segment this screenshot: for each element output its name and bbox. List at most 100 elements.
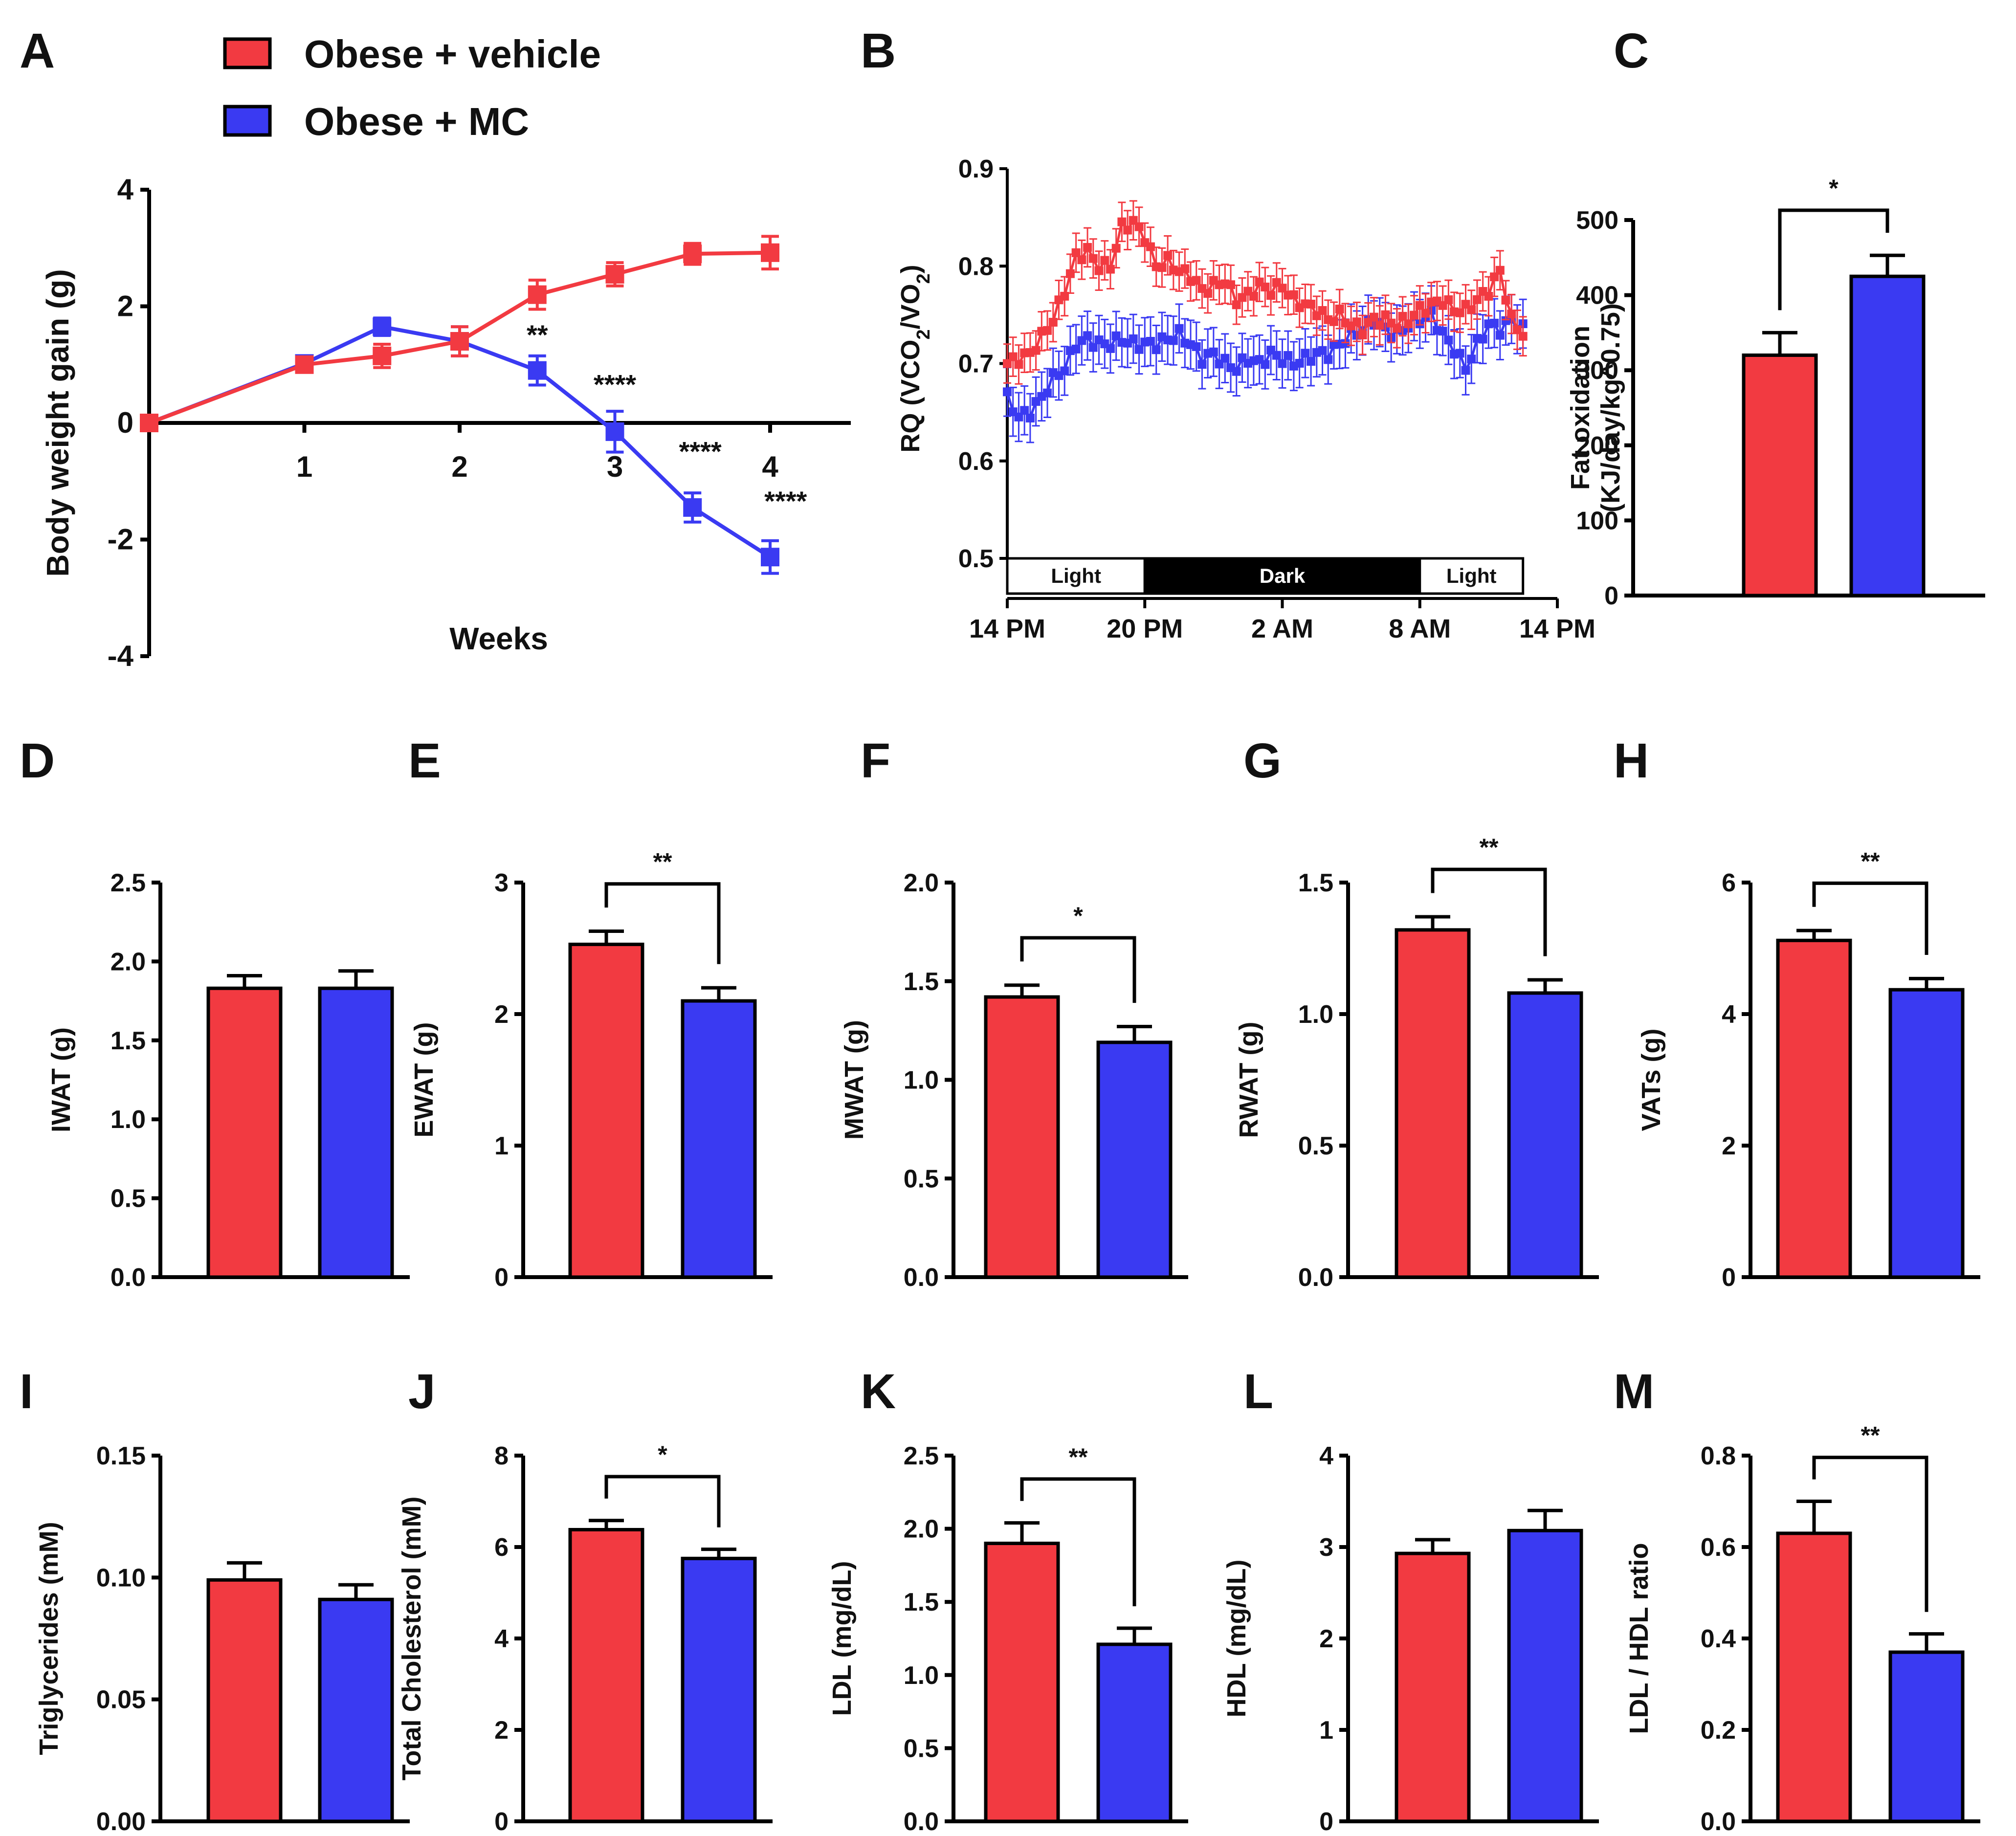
bar-F-vehicle	[984, 995, 1060, 1279]
data-point-B	[1415, 301, 1424, 310]
panel-C: C 0 100 200 300 400 500 Fat oxidation (KJ/day/kg…	[1566, 23, 1985, 610]
data-point-B	[1324, 355, 1333, 364]
y-axis-label-C: Fat oxidation	[1566, 326, 1595, 490]
x-tick-label-B: 14 PM	[969, 614, 1045, 643]
y-tick-label-B: 0.6	[958, 447, 994, 476]
bar-L-vehicle	[1395, 1551, 1471, 1823]
significance-M: **	[1861, 1422, 1880, 1449]
data-point-B	[1410, 310, 1419, 320]
data-point-B	[1071, 248, 1081, 257]
panel-label-D: D	[20, 733, 55, 788]
panel-label-G: G	[1243, 733, 1282, 788]
panel-label-I: I	[20, 1364, 33, 1419]
data-point-B	[1375, 321, 1384, 330]
data-point-B	[1134, 345, 1144, 354]
y-axis-label-K: LDL (mg/dL)	[827, 1561, 857, 1716]
data-point-B	[1163, 251, 1173, 260]
legend-item-vehicle: Obese + vehicle	[223, 32, 601, 76]
y-tick-label-J: 0	[494, 1808, 509, 1836]
data-point-B	[1083, 331, 1092, 340]
y-axis-label-M: LDL / HDL ratio	[1624, 1543, 1654, 1734]
data-point-B	[1472, 295, 1482, 304]
legend-swatch-mc	[223, 105, 272, 137]
y-tick-label-A: 4	[117, 173, 134, 206]
data-point-B	[1071, 344, 1081, 354]
legend-label-mc: Obese + MC	[304, 100, 529, 143]
y-tick-label-J: 4	[494, 1625, 509, 1653]
data-point-A	[373, 317, 392, 336]
y-tick-label-J: 2	[494, 1716, 509, 1745]
data-point-A	[683, 244, 702, 264]
y-tick-label-L: 3	[1319, 1533, 1333, 1562]
data-point-B	[1003, 387, 1012, 397]
data-point-A	[761, 243, 779, 262]
data-point-B	[1289, 290, 1298, 299]
y-axis-label-F: MWAT (g)	[840, 1020, 869, 1140]
significance-A: ****	[679, 436, 722, 467]
y-axis-label-J: Total Cholesterol (mM)	[397, 1496, 426, 1780]
panel-F: F 0.0 0.5 1.0 1.5 2.0 MWAT (g) *	[840, 733, 1188, 1292]
bar-I-vehicle	[206, 1578, 283, 1823]
y-tick-label-G: 0.0	[1298, 1263, 1333, 1292]
bar-J-vehicle	[568, 1527, 644, 1823]
significance-bracket-H	[1812, 881, 1928, 955]
significance-H: **	[1861, 847, 1880, 875]
data-point-B	[1501, 295, 1510, 305]
data-point-B	[1060, 291, 1069, 301]
panel-label-E: E	[408, 733, 441, 788]
data-point-B	[1209, 347, 1218, 356]
data-point-B	[1123, 225, 1132, 235]
bar-C-mc	[1849, 274, 1926, 597]
y-tick-label-A: -4	[108, 640, 134, 672]
bar-D-vehicle	[206, 986, 283, 1279]
data-point-B	[1329, 317, 1338, 326]
bar-C-vehicle	[1742, 353, 1818, 597]
y-tick-label-M: 0.0	[1701, 1808, 1736, 1836]
data-point-B	[1088, 343, 1098, 352]
panel-label-M: M	[1614, 1364, 1654, 1419]
data-point-B	[1421, 309, 1430, 318]
y-tick-label-L: 2	[1319, 1625, 1333, 1653]
y-tick-label-B: 0.8	[958, 252, 994, 281]
bar-G-vehicle	[1395, 928, 1471, 1279]
data-point-B	[1192, 342, 1201, 351]
significance-G: **	[1480, 834, 1499, 861]
data-point-B	[1249, 291, 1258, 301]
y-tick-label-D: 0.5	[111, 1185, 146, 1213]
data-point-B	[1197, 360, 1207, 369]
data-point-B	[1008, 352, 1018, 361]
data-point-B	[1484, 292, 1493, 301]
bar-I-mc	[318, 1597, 394, 1823]
y-axis-label-part-B: RQ (VCO	[896, 340, 925, 453]
panel-label-C: C	[1614, 23, 1649, 78]
panel-E: E 0 1 2 3 EWAT (g) **	[408, 733, 773, 1292]
y-axis-label-H: VATs (g)	[1637, 1029, 1666, 1131]
legend-label-vehicle: Obese + vehicle	[304, 32, 601, 76]
y-tick-label-B: 0.7	[958, 350, 994, 378]
data-point-B	[1335, 305, 1344, 314]
phase-label-B: Light	[1446, 564, 1497, 587]
data-point-B	[1284, 351, 1293, 360]
y-tick-label-D: 0.0	[111, 1263, 146, 1292]
series-line-A-vehicle	[148, 250, 771, 425]
data-point-B	[1444, 295, 1453, 304]
data-point-B	[1438, 327, 1447, 336]
y-tick-label-F: 2.0	[904, 869, 939, 897]
bar-L-mc	[1507, 1528, 1583, 1823]
panel-label-J: J	[408, 1364, 436, 1419]
data-point-B	[1392, 324, 1401, 333]
bar-D-mc	[318, 986, 394, 1279]
significance-F: *	[1073, 902, 1083, 929]
y-tick-label-D: 1.0	[111, 1106, 146, 1134]
data-point-B	[1490, 318, 1499, 328]
y-tick-label-C: 300	[1576, 356, 1618, 385]
legend: Obese + vehicle Obese + MC	[223, 32, 601, 143]
y-tick-label-M: 0.4	[1701, 1625, 1736, 1653]
data-point-B	[1094, 266, 1104, 275]
y-tick-label-E: 2	[494, 1000, 509, 1029]
significance-C: *	[1829, 175, 1839, 202]
x-tick-label-A: 2	[451, 450, 467, 483]
y-axis-label-B: RQ (VCO2/VO2)	[896, 265, 934, 452]
legend-item-mc: Obese + MC	[223, 100, 529, 143]
x-tick-label-B: 14 PM	[1519, 614, 1595, 643]
